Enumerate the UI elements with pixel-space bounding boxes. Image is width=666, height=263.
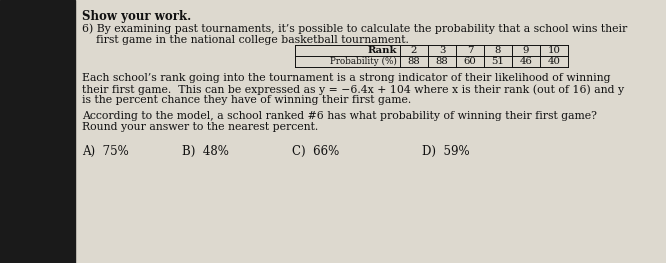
Text: 8: 8: [495, 46, 501, 55]
Text: C)  66%: C) 66%: [292, 145, 339, 158]
Bar: [0, 0, 75, 263]
Text: 2: 2: [411, 46, 417, 55]
Text: 88: 88: [436, 57, 448, 66]
Text: 6) By examining past tournaments, it’s possible to calculate the probability tha: 6) By examining past tournaments, it’s p…: [82, 23, 627, 34]
Text: their first game.  This can be expressed as y = −6.4x + 104 where x is their ran: their first game. This can be expressed …: [82, 84, 624, 95]
Text: According to the model, a school ranked #6 has what probability of winning their: According to the model, a school ranked …: [82, 111, 597, 121]
Text: Round your answer to the nearest percent.: Round your answer to the nearest percent…: [82, 122, 318, 132]
Text: Probability (%): Probability (%): [330, 57, 397, 66]
Text: Rank: Rank: [368, 46, 397, 55]
Text: 88: 88: [408, 57, 420, 66]
Text: 7: 7: [467, 46, 474, 55]
Text: 40: 40: [547, 57, 560, 66]
Text: Show your work.: Show your work.: [82, 10, 191, 23]
Text: 60: 60: [464, 57, 476, 66]
Text: is the percent chance they have of winning their first game.: is the percent chance they have of winni…: [82, 95, 411, 105]
Text: B)  48%: B) 48%: [182, 145, 229, 158]
Text: 9: 9: [523, 46, 529, 55]
Text: A)  75%: A) 75%: [82, 145, 129, 158]
Text: Each school’s rank going into the tournament is a strong indicator of their like: Each school’s rank going into the tourna…: [82, 73, 611, 83]
Text: D)  59%: D) 59%: [422, 145, 470, 158]
Text: 3: 3: [439, 46, 446, 55]
Text: first game in the national college basketball tournament.: first game in the national college baske…: [82, 35, 409, 45]
Text: 46: 46: [519, 57, 532, 66]
Text: 10: 10: [547, 46, 560, 55]
Text: 51: 51: [492, 57, 504, 66]
